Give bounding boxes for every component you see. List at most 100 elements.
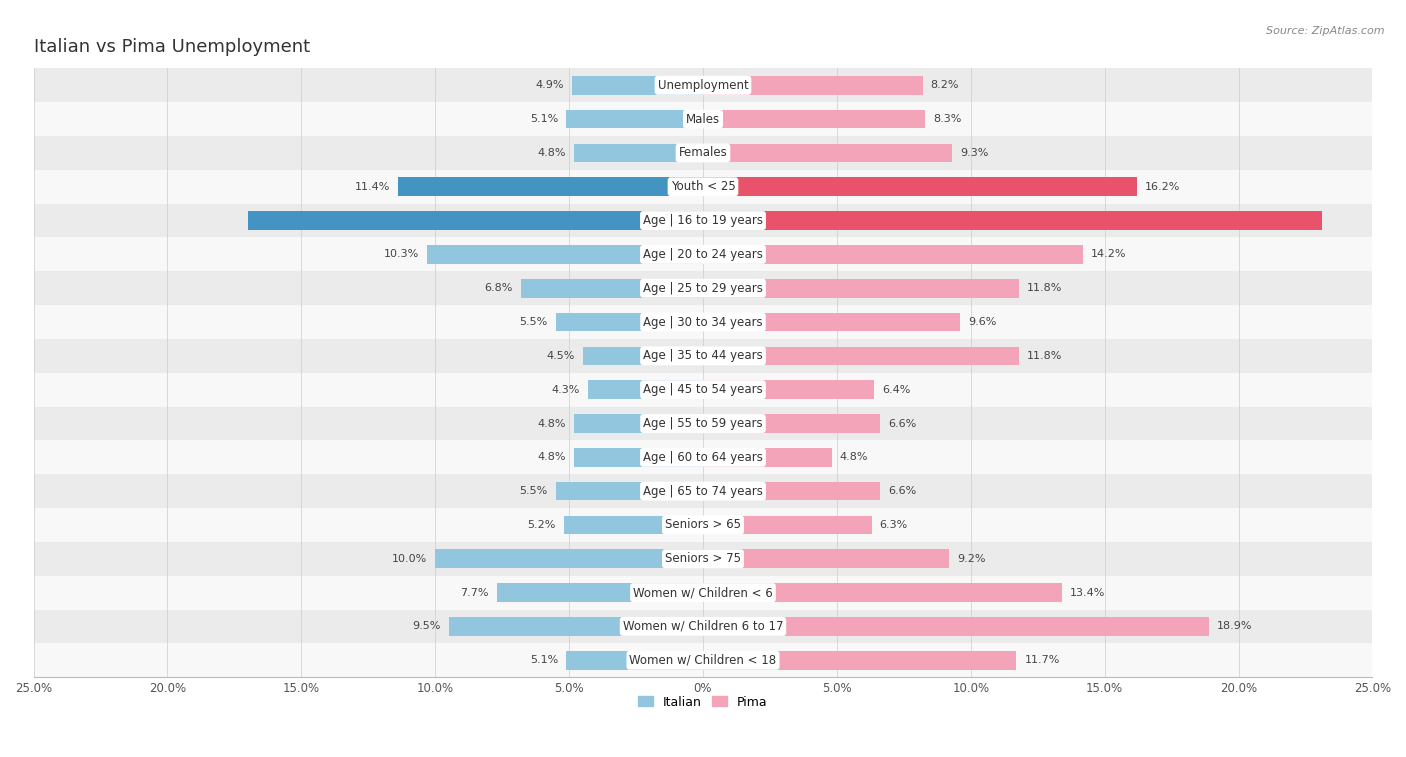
Bar — [34, 609, 1372, 643]
Bar — [703, 177, 1137, 196]
Text: 4.3%: 4.3% — [551, 385, 579, 394]
Bar — [588, 380, 703, 399]
Bar — [703, 414, 880, 433]
Text: 11.7%: 11.7% — [1025, 656, 1060, 665]
Bar — [703, 279, 1019, 298]
Text: 6.8%: 6.8% — [485, 283, 513, 293]
Text: Age | 25 to 29 years: Age | 25 to 29 years — [643, 282, 763, 294]
Text: 9.3%: 9.3% — [960, 148, 988, 158]
Bar — [34, 542, 1372, 576]
Text: 4.8%: 4.8% — [839, 453, 868, 463]
Text: Females: Females — [679, 146, 727, 160]
Bar — [34, 305, 1372, 339]
Text: 5.2%: 5.2% — [527, 520, 555, 530]
Text: 16.2%: 16.2% — [1144, 182, 1180, 192]
Bar — [520, 279, 703, 298]
Text: Age | 30 to 34 years: Age | 30 to 34 years — [643, 316, 763, 329]
Text: 14.2%: 14.2% — [1091, 249, 1126, 260]
Bar — [703, 448, 831, 466]
Bar — [582, 347, 703, 365]
Text: 4.8%: 4.8% — [538, 419, 567, 428]
Bar — [703, 110, 925, 129]
Text: Seniors > 65: Seniors > 65 — [665, 519, 741, 531]
Text: Source: ZipAtlas.com: Source: ZipAtlas.com — [1267, 26, 1385, 36]
Bar — [34, 271, 1372, 305]
Text: 17.0%: 17.0% — [654, 216, 692, 226]
Text: 8.3%: 8.3% — [934, 114, 962, 124]
Bar — [703, 76, 922, 95]
Bar — [34, 136, 1372, 170]
Bar — [34, 643, 1372, 678]
Text: 10.3%: 10.3% — [384, 249, 419, 260]
Bar — [34, 407, 1372, 441]
Text: Women w/ Children < 6: Women w/ Children < 6 — [633, 586, 773, 599]
Bar — [703, 651, 1017, 669]
Text: Women w/ Children < 18: Women w/ Children < 18 — [630, 654, 776, 667]
Bar — [34, 372, 1372, 407]
Text: 11.8%: 11.8% — [1026, 283, 1063, 293]
Bar — [34, 68, 1372, 102]
Bar — [575, 144, 703, 162]
Text: Age | 45 to 54 years: Age | 45 to 54 years — [643, 383, 763, 396]
Bar — [34, 576, 1372, 609]
Bar — [575, 414, 703, 433]
Text: Age | 60 to 64 years: Age | 60 to 64 years — [643, 451, 763, 464]
Bar — [34, 238, 1372, 271]
Bar — [34, 474, 1372, 508]
Text: 5.5%: 5.5% — [519, 317, 548, 327]
Text: 5.1%: 5.1% — [530, 114, 558, 124]
Bar — [575, 448, 703, 466]
Text: 18.9%: 18.9% — [1218, 621, 1253, 631]
Text: Males: Males — [686, 113, 720, 126]
Bar — [34, 170, 1372, 204]
Bar — [703, 313, 960, 332]
Text: Age | 55 to 59 years: Age | 55 to 59 years — [643, 417, 763, 430]
Bar — [703, 211, 1322, 230]
Bar — [34, 102, 1372, 136]
Text: 4.5%: 4.5% — [546, 350, 575, 361]
Text: 13.4%: 13.4% — [1070, 587, 1105, 597]
Text: 7.7%: 7.7% — [460, 587, 489, 597]
Bar — [427, 245, 703, 263]
Bar — [567, 110, 703, 129]
Text: 4.9%: 4.9% — [536, 80, 564, 90]
Bar — [703, 584, 1062, 602]
Text: 4.8%: 4.8% — [538, 148, 567, 158]
Bar — [703, 482, 880, 500]
Text: 9.5%: 9.5% — [412, 621, 440, 631]
Text: 6.6%: 6.6% — [887, 486, 917, 496]
Text: Age | 20 to 24 years: Age | 20 to 24 years — [643, 248, 763, 261]
Text: Age | 16 to 19 years: Age | 16 to 19 years — [643, 214, 763, 227]
Bar — [703, 550, 949, 568]
Text: 9.2%: 9.2% — [957, 554, 986, 564]
Bar — [436, 550, 703, 568]
Bar — [703, 516, 872, 534]
Bar — [34, 339, 1372, 372]
Text: 5.5%: 5.5% — [519, 486, 548, 496]
Bar — [496, 584, 703, 602]
Bar — [34, 204, 1372, 238]
Text: 6.4%: 6.4% — [883, 385, 911, 394]
Bar — [34, 441, 1372, 474]
Text: 6.3%: 6.3% — [880, 520, 908, 530]
Text: 9.6%: 9.6% — [969, 317, 997, 327]
Text: Italian vs Pima Unemployment: Italian vs Pima Unemployment — [34, 38, 309, 56]
Bar — [34, 508, 1372, 542]
Bar — [567, 651, 703, 669]
Bar — [703, 144, 952, 162]
Bar — [247, 211, 703, 230]
Text: Age | 35 to 44 years: Age | 35 to 44 years — [643, 350, 763, 363]
Bar — [703, 617, 1209, 636]
Text: 4.8%: 4.8% — [538, 453, 567, 463]
Bar — [564, 516, 703, 534]
Bar — [703, 380, 875, 399]
Text: Women w/ Children 6 to 17: Women w/ Children 6 to 17 — [623, 620, 783, 633]
Bar — [555, 482, 703, 500]
Text: 11.8%: 11.8% — [1026, 350, 1063, 361]
Bar — [398, 177, 703, 196]
Text: Youth < 25: Youth < 25 — [671, 180, 735, 193]
Text: 10.0%: 10.0% — [392, 554, 427, 564]
Bar — [703, 347, 1019, 365]
Legend: Italian, Pima: Italian, Pima — [633, 690, 773, 714]
Bar — [572, 76, 703, 95]
